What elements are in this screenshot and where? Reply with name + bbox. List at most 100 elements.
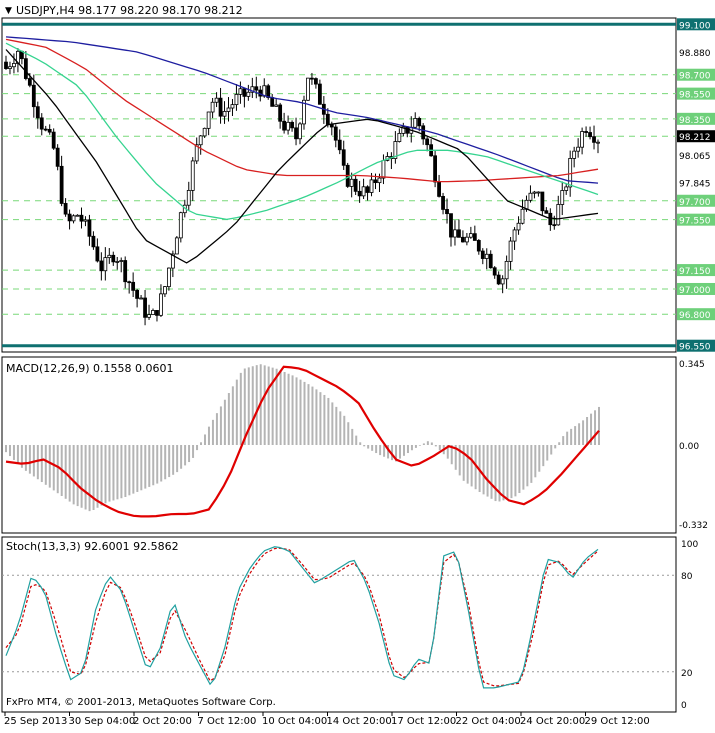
candle-body <box>282 120 287 131</box>
candle-body <box>377 177 382 184</box>
candle-body <box>91 235 96 248</box>
price-axis-label: 98.700 <box>679 72 711 82</box>
macd-axis-label: -0.332 <box>679 521 708 531</box>
candle-body <box>544 210 549 214</box>
candle-body <box>298 123 302 140</box>
candle-body <box>139 297 143 300</box>
price-grid <box>2 22 676 348</box>
candle-body <box>206 111 211 129</box>
candle-body <box>107 254 112 259</box>
candle-body <box>476 240 481 252</box>
candle-body <box>413 118 418 128</box>
candle-body <box>508 240 513 262</box>
price-label-bg <box>677 282 715 295</box>
candle-body <box>87 219 92 237</box>
candle-body <box>127 281 132 284</box>
candles <box>4 48 600 326</box>
candle-body <box>552 224 557 227</box>
moving-average-green <box>5 42 599 221</box>
stoch-axis-label: 80 <box>681 572 693 582</box>
stoch-main-line <box>5 546 599 689</box>
candle-body <box>143 297 147 318</box>
candle-body <box>314 78 318 85</box>
candle-body <box>59 165 64 204</box>
candle-body <box>290 121 294 129</box>
candle-body <box>592 136 596 143</box>
candle-body <box>357 190 362 197</box>
candle-body <box>349 178 354 187</box>
candle-body <box>274 104 279 107</box>
candle-body <box>540 191 545 212</box>
candle-body <box>151 310 155 316</box>
candle-body <box>43 128 48 131</box>
candle-body <box>163 286 167 295</box>
candle-body <box>270 97 275 107</box>
candle-body <box>230 104 235 109</box>
candle-body <box>588 132 592 138</box>
time-axis-label: 25 Sep 2013 <box>4 716 67 727</box>
candle-body <box>254 86 259 91</box>
candle-body <box>198 135 203 146</box>
candle-body <box>437 181 441 197</box>
macd-panel <box>5 364 600 518</box>
time-axis-label: 22 Oct 04:00 <box>456 716 521 727</box>
candle-body <box>504 260 509 280</box>
stochastic-panel <box>2 546 676 689</box>
candle-body <box>516 222 521 231</box>
candle-body <box>425 138 430 146</box>
price-label-bg <box>677 87 715 100</box>
candle-body <box>214 97 219 103</box>
candle-body <box>568 158 573 188</box>
macd-axis-label: 0.345 <box>679 360 705 370</box>
copyright-text: FxPro MT4, © 2001-2013, MetaQuotes Softw… <box>6 697 276 708</box>
candle-body <box>131 281 136 291</box>
candle-body <box>484 253 489 259</box>
candle-body <box>246 91 251 97</box>
candle-body <box>202 127 207 137</box>
candle-body <box>103 257 108 272</box>
moving-averages <box>5 36 599 264</box>
candle-body <box>286 121 290 131</box>
candle-body <box>310 77 314 80</box>
candle-body <box>147 314 151 318</box>
candle-body <box>472 233 477 241</box>
candle-body <box>369 179 374 193</box>
candle-body <box>333 126 338 141</box>
candle-body <box>500 278 505 285</box>
candle-body <box>12 63 16 68</box>
price-label-bg <box>677 130 715 143</box>
price-axis-label: 98.350 <box>679 116 711 126</box>
candle-body <box>480 250 485 259</box>
price-label-bg <box>677 308 715 321</box>
candle-body <box>71 215 76 222</box>
candle-body <box>31 84 36 108</box>
candle-body <box>421 125 426 140</box>
candle-body <box>194 144 199 162</box>
candle-body <box>234 93 239 106</box>
candle-body <box>190 160 195 191</box>
price-label-bg <box>677 112 715 125</box>
price-axis-label: 97.845 <box>679 179 711 189</box>
time-axis-label: 14 Oct 20:00 <box>327 716 392 727</box>
price-axis-label: 98.065 <box>679 152 711 162</box>
stoch-axis-label: 100 <box>681 540 698 550</box>
price-label-bg <box>677 18 715 31</box>
candle-body <box>365 186 370 193</box>
candle-body <box>8 66 12 69</box>
candle-body <box>464 236 469 243</box>
candle-body <box>373 179 378 184</box>
candle-body <box>453 229 457 238</box>
price-axis-label: 98.550 <box>679 91 711 101</box>
candle-body <box>341 149 346 166</box>
candle-body <box>596 141 600 144</box>
panel-frame-1 <box>1 356 677 534</box>
candle-body <box>63 203 68 215</box>
price-label-bg <box>677 213 715 226</box>
candle-body <box>155 310 159 316</box>
candle-body <box>222 111 227 117</box>
menu-chevron-icon[interactable]: ▼ <box>5 6 12 16</box>
symbol-header: USDJPY,H4 98.177 98.220 98.170 98.212 <box>16 4 243 17</box>
candle-body <box>488 253 493 269</box>
time-axis-label: 7 Oct 12:00 <box>198 716 257 727</box>
